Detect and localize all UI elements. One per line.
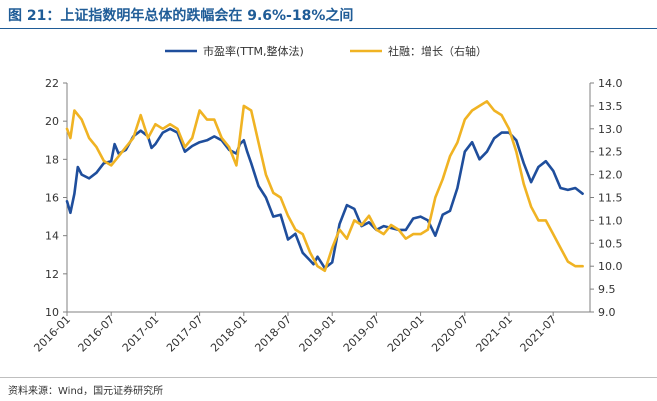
legend: 市盈率(TTM,整体法) 社融：增长（右轴） — [165, 44, 487, 58]
x-tick-label: 2020-01 — [385, 313, 427, 355]
right-tick-label: 14.0 — [598, 77, 623, 90]
figure-title: 图 21：上证指数明年总体的跌幅会在 9.6%-18%之间 — [8, 8, 354, 24]
right-tick-label: 9.5 — [598, 283, 616, 296]
source-note: 资料来源：Wind，国元证券研究所 — [8, 386, 164, 397]
left-tick-label: 12 — [45, 268, 59, 281]
left-tick-label: 18 — [45, 153, 59, 166]
x-tick-label: 2021-01 — [473, 313, 515, 355]
legend-label: 社融：增长（右轴） — [388, 44, 487, 58]
legend-label: 市盈率(TTM,整体法) — [203, 44, 304, 58]
x-tick-label: 2019-01 — [297, 313, 339, 355]
right-tick-label: 12.0 — [598, 169, 623, 182]
x-tick-label: 2021-07 — [518, 313, 560, 355]
chart: 市盈率(TTM,整体法) 社融：增长（右轴） 10 12 14 16 18 20 22 9.0 9… — [31, 44, 622, 355]
x-tick-label: 2020-07 — [429, 313, 471, 355]
x-tick-label: 2016-01 — [31, 313, 73, 355]
left-tick-label: 14 — [45, 230, 59, 243]
x-tick-label: 2019-07 — [341, 313, 383, 355]
x-tick-label: 2018-01 — [208, 313, 250, 355]
right-tick-label: 12.5 — [598, 146, 623, 159]
right-tick-label: 11.5 — [598, 192, 623, 205]
right-tick-label: 10.5 — [598, 237, 623, 250]
right-tick-label: 10.0 — [598, 260, 623, 273]
title-rule — [0, 28, 657, 29]
x-tick-label: 2017-07 — [164, 313, 206, 355]
axes: 10 12 14 16 18 20 22 9.0 9.5 10.0 10.5 11.0 11.5 12.0… — [31, 77, 622, 355]
left-tick-label: 20 — [45, 115, 59, 128]
left-tick-label: 22 — [45, 77, 59, 90]
right-tick-label: 13.5 — [598, 100, 623, 113]
x-tick-label: 2017-01 — [120, 313, 162, 355]
left-tick-label: 16 — [45, 192, 59, 205]
right-tick-label: 9.0 — [598, 306, 616, 319]
series-line-tsf-growth — [65, 100, 584, 273]
right-tick-label: 13.0 — [598, 123, 623, 136]
x-tick-label: 2016-07 — [76, 313, 118, 355]
series-line-pe-ttm — [65, 127, 584, 270]
x-tick-label: 2018-07 — [252, 313, 294, 355]
right-tick-label: 11.0 — [598, 214, 623, 227]
source-rule — [0, 377, 657, 378]
series-layer — [65, 100, 584, 273]
left-tick-label: 10 — [45, 306, 59, 319]
